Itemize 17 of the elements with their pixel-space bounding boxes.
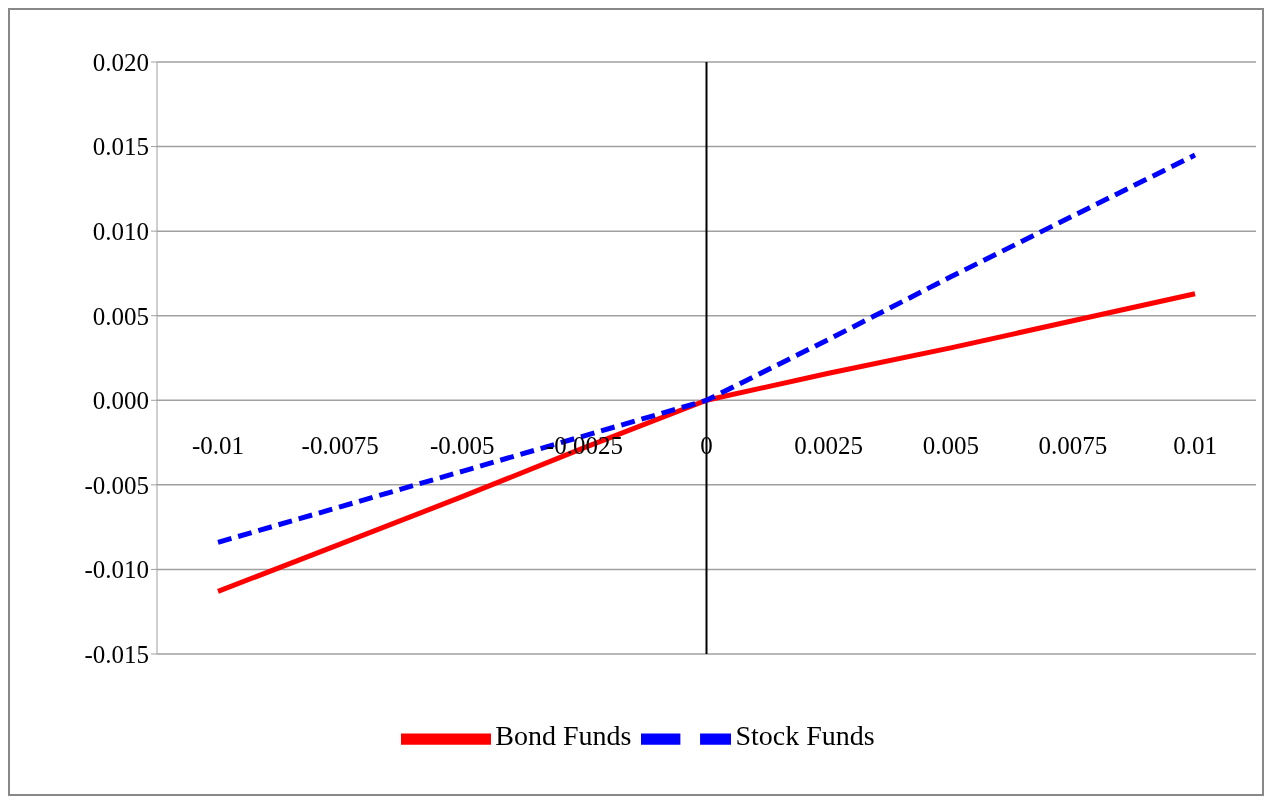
y-tick-label: 0.010 [92,218,149,246]
legend-label: Stock Funds [735,720,875,752]
legend-label: Bond Funds [495,720,632,752]
y-tick-label: 0.005 [92,302,149,330]
y-tick-label: -0.005 [84,471,149,499]
y-tick-label: -0.010 [84,556,149,584]
y-tick-label: 0.020 [92,48,149,76]
y-tick-label: 0.000 [92,387,149,415]
x-tick-label: 0.005 [922,431,979,459]
x-tick-label: 0.0025 [794,431,863,459]
x-tick-label: -0.005 [429,431,495,459]
x-tick-label: -0.0075 [301,431,379,459]
y-tick-label: 0.015 [92,133,149,161]
x-tick-label: 0.0075 [1038,431,1108,459]
x-tick-label: 0.01 [1173,431,1217,459]
x-tick-label: -0.01 [191,431,245,459]
y-tick-label: -0.015 [84,640,149,668]
